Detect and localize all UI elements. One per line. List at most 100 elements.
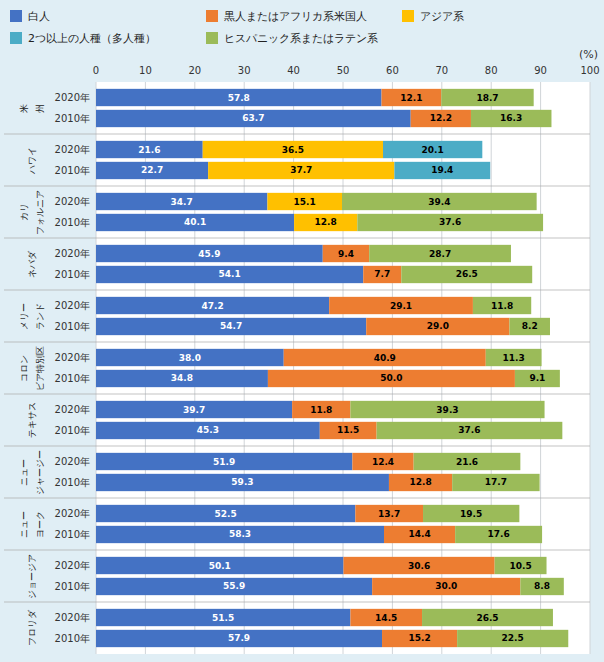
bar-segment [382,89,442,106]
category-label: 2010年 [55,477,90,488]
legend-label: ヒスパニック系またはラテン系 [224,32,378,45]
bar-segment [96,89,382,106]
data-label: 12.2 [430,113,452,123]
category-label: 2010年 [55,633,90,644]
data-label: 19.5 [460,509,482,519]
data-label: 12.8 [409,477,431,487]
category-label: 2010年 [55,581,90,592]
data-label: 7.7 [374,269,390,279]
data-label: 28.7 [429,249,451,259]
category-label: 2020年 [55,352,90,363]
bar-segment [357,214,543,231]
data-label: 13.7 [378,509,400,519]
data-label: 12.4 [372,457,394,467]
bar-segment [495,557,547,574]
data-label: 9.4 [338,249,354,259]
data-label: 51.9 [213,457,235,467]
bar-segment [284,349,486,366]
data-label: 22.5 [502,633,524,643]
bar-segment [96,349,284,366]
bar-segment [96,266,363,283]
group-separator [4,498,590,499]
bar-segment [363,266,401,283]
bar-segment [382,630,457,647]
bar-segment [96,370,268,387]
data-label: 29.0 [427,321,449,331]
data-label: 54.7 [220,321,242,331]
data-label: 15.2 [408,633,430,643]
tick-label: 10 [139,65,152,76]
data-label: 8.8 [534,581,550,591]
data-label: 39.7 [183,405,205,415]
data-label: 39.3 [436,405,458,415]
chart: 0102030405060708090100(%)57.812.118.763.… [0,0,604,662]
data-label: 58.3 [229,529,251,539]
data-label: 47.2 [201,301,223,311]
bar-segment [509,318,550,335]
bar-segment [389,474,452,491]
legend-label: アジア系 [420,10,464,23]
tick-label: 90 [534,65,547,76]
group-label: ネバダ [27,250,37,278]
group-separator [4,238,590,239]
data-label: 11.8 [491,301,513,311]
bar-segment [320,422,377,439]
data-label: 34.7 [171,197,193,207]
group-label: ニュー [19,511,29,538]
category-label: 2010年 [55,217,90,228]
bar-segment [96,162,208,179]
bar-segment [457,630,568,647]
group-separator [4,186,590,187]
tick-label: 30 [238,65,251,76]
category-label: 2020年 [55,508,90,519]
group-label: テキサス [27,402,37,438]
bar-segment [366,318,509,335]
bar-segment [384,526,455,543]
data-label: 10.5 [509,561,531,571]
bar-segment [267,193,342,210]
group-separator [4,446,590,447]
data-label: 63.7 [242,113,264,123]
bar-segment [96,193,267,210]
grid [96,82,590,654]
data-label: 26.5 [476,613,498,623]
data-label: 38.0 [179,353,201,363]
data-label: 40.1 [184,217,206,227]
bar-segment [350,609,422,626]
data-label: 30.6 [408,561,430,571]
legend-swatch [10,10,22,22]
bar-segment [208,162,394,179]
category-label: 2020年 [55,300,90,311]
data-label: 22.7 [141,165,163,175]
axis-label: (%) [579,48,598,61]
data-label: 17.7 [485,477,507,487]
data-label: 39.4 [428,197,450,207]
bar-segment [96,141,203,158]
tick-label: 80 [485,65,498,76]
bar-segment [329,297,473,314]
data-label: 45.9 [198,249,220,259]
data-label: 40.9 [374,353,396,363]
bar-segment [520,578,563,595]
group-label: ビア特別区 [35,346,45,391]
legend-swatch [206,32,218,44]
bar-segment [383,141,482,158]
data-label: 16.3 [500,113,522,123]
data-label: 8.2 [522,321,538,331]
category-label: 2020年 [55,92,90,103]
bar-segment [342,193,537,210]
bar-segment [423,505,519,522]
bar-segment [96,526,384,543]
data-label: 11.8 [310,405,332,415]
data-label: 54.1 [219,269,241,279]
data-label: 57.9 [228,633,250,643]
data-label: 14.4 [408,529,430,539]
group-label: 州 [35,104,45,113]
category-label: 2010年 [55,425,90,436]
data-label: 50.0 [380,373,402,383]
category-label: 2020年 [55,404,90,415]
legend-swatch [402,10,414,22]
bar-segment [369,245,511,262]
tick-label: 40 [287,65,300,76]
data-label: 45.3 [197,425,219,435]
